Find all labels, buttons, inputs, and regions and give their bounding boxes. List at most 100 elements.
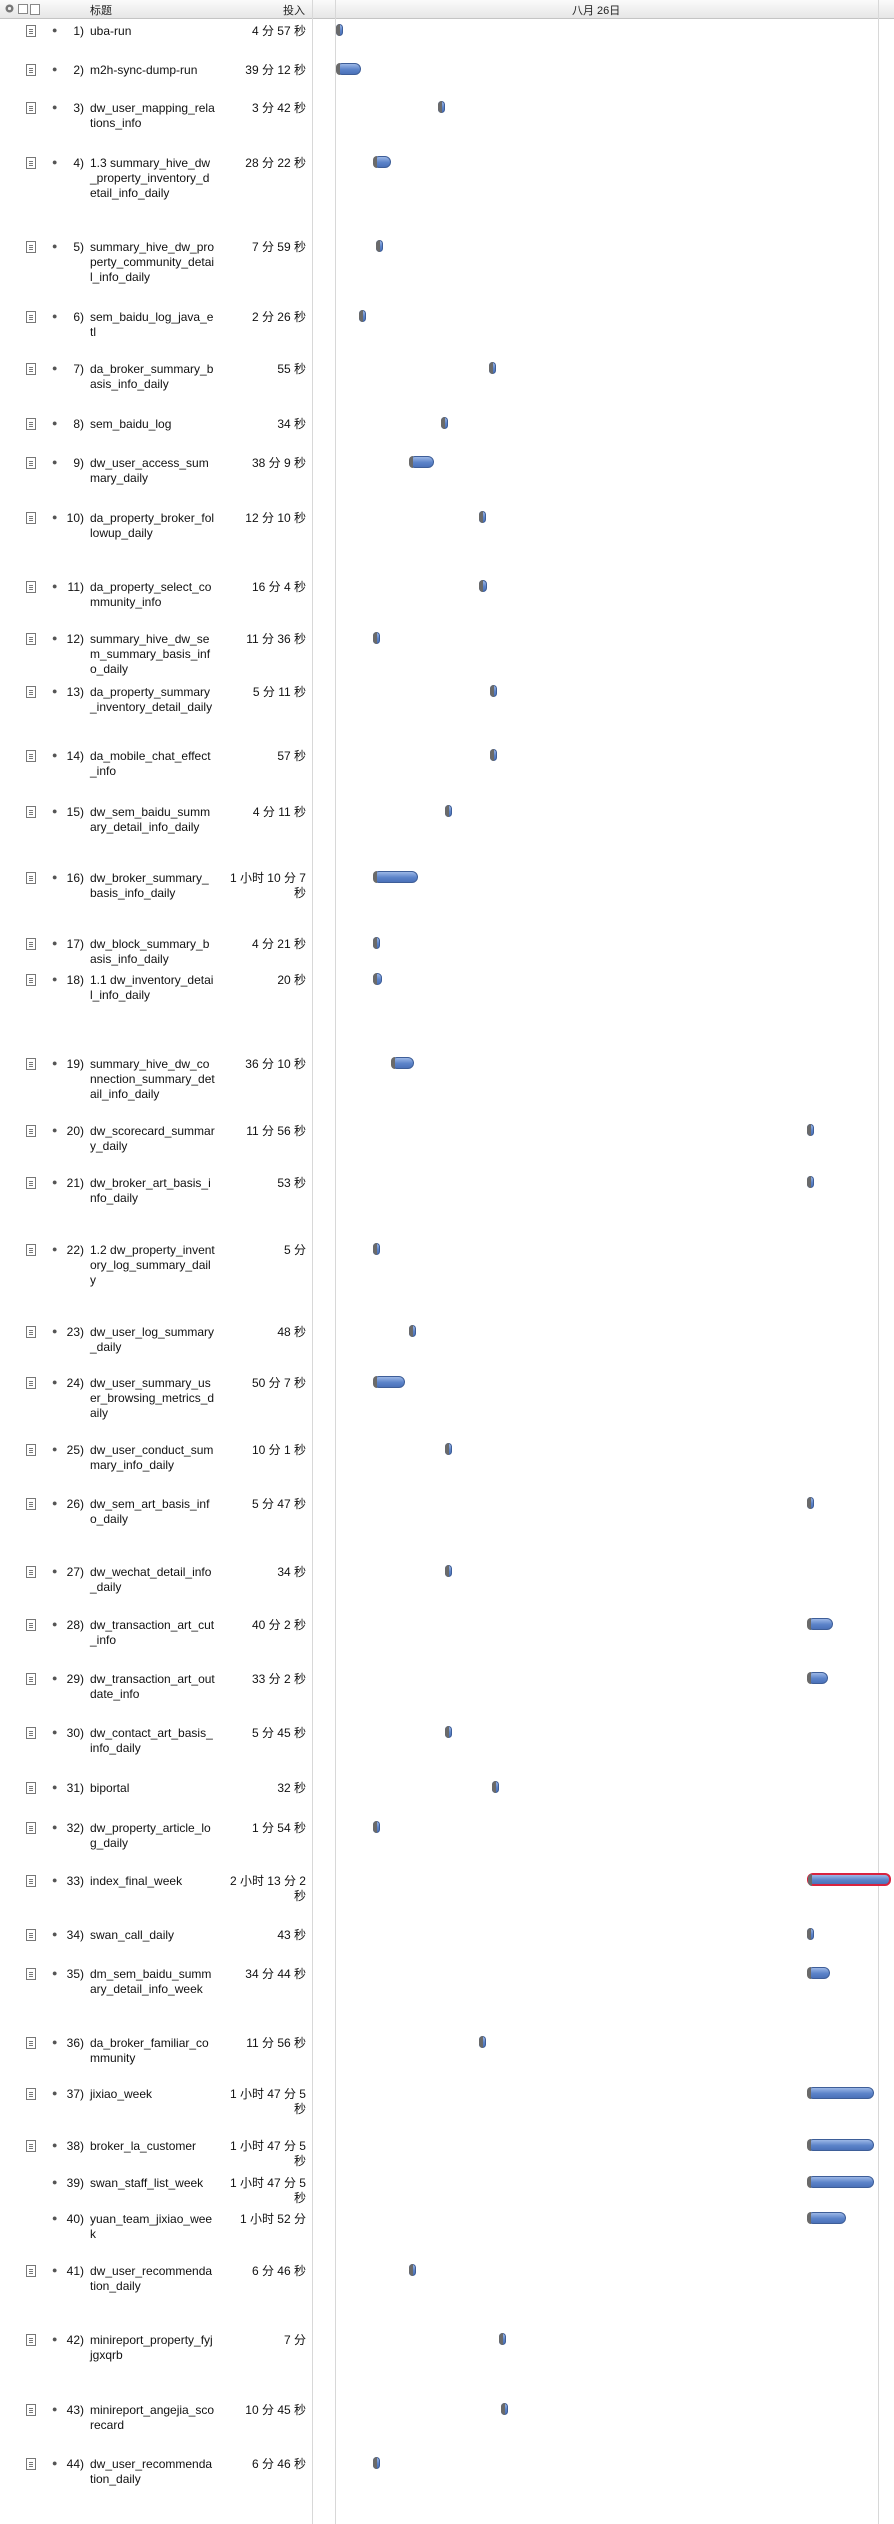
task-title[interactable]: dw_contact_art_basis_info_daily [90,1726,213,1755]
note-icon[interactable] [26,457,36,469]
task-effort[interactable]: 11 分 36 秒 [246,632,306,646]
gantt-bar[interactable] [409,1325,417,1337]
gantt-bar[interactable] [807,2087,875,2099]
task-title[interactable]: yuan_team_jixiao_week [90,2212,213,2241]
note-icon[interactable] [26,25,36,37]
task-title[interactable]: dw_wechat_detail_info_daily [90,1565,212,1594]
gantt-bar[interactable] [373,871,419,883]
task-title[interactable]: index_final_week [90,1874,183,1888]
note-icon[interactable] [26,2404,36,2416]
gantt-bar[interactable] [375,240,383,252]
row-bullet-icon[interactable]: ● [52,1244,58,1254]
gantt-bar[interactable] [437,101,445,113]
task-effort[interactable]: 34 秒 [277,417,306,431]
row-bullet-icon[interactable]: ● [52,512,58,522]
task-title[interactable]: sem_baidu_log_java_etl [90,310,214,339]
row-bullet-icon[interactable]: ● [52,1125,58,1135]
note-icon[interactable] [26,806,36,818]
task-effort[interactable]: 5 分 [283,1243,306,1257]
note-icon[interactable] [26,633,36,645]
task-effort[interactable]: 28 分 22 秒 [245,156,306,170]
task-effort[interactable]: 16 分 4 秒 [251,580,306,594]
task-effort[interactable]: 55 秒 [277,362,306,376]
row-bullet-icon[interactable]: ● [52,1673,58,1683]
task-effort[interactable]: 2 分 26 秒 [251,310,306,324]
row-bullet-icon[interactable]: ● [52,1326,58,1336]
task-title[interactable]: dw_user_recommendation_daily [90,2264,213,2293]
task-effort[interactable]: 6 分 46 秒 [251,2264,306,2278]
task-effort[interactable]: 34 分 44 秒 [245,1967,306,1981]
task-effort[interactable]: 1 小时 52 分 [239,2212,306,2226]
task-effort[interactable]: 5 分 47 秒 [251,1497,306,1511]
task-effort[interactable]: 1 小时 10 分 7 秒 [229,871,306,900]
task-effort[interactable]: 20 秒 [277,973,306,987]
note-icon[interactable] [26,512,36,524]
task-title[interactable]: dw_user_log_summary_daily [90,1325,215,1354]
gantt-bar[interactable] [409,2264,417,2276]
task-title[interactable]: summary_hive_dw_connection_summary_detai… [90,1057,215,1101]
gantt-bar[interactable] [488,362,496,374]
task-effort[interactable]: 36 分 10 秒 [245,1057,306,1071]
gantt-bar[interactable] [373,1376,406,1388]
task-title[interactable]: dw_user_access_summary_daily [90,456,209,485]
task-title[interactable]: 1.2 dw_property_inventory_log_summary_da… [90,1243,215,1287]
task-effort[interactable]: 1 小时 47 分 5 秒 [229,2139,306,2168]
task-effort[interactable]: 1 小时 47 分 5 秒 [229,2176,306,2205]
row-bullet-icon[interactable]: ● [52,311,58,321]
task-title[interactable]: summary_hive_dw_property_community_detai… [90,240,215,284]
gantt-bar[interactable] [807,2212,846,2224]
task-title[interactable]: dw_block_summary_basis_info_daily [90,937,210,966]
gantt-bar[interactable] [358,310,366,322]
task-title[interactable]: summary_hive_dw_sem_summary_basis_info_d… [90,632,211,676]
note-icon[interactable] [26,938,36,950]
task-title[interactable]: swan_staff_list_week [90,2176,204,2190]
note-icon[interactable] [26,750,36,762]
note-icon[interactable] [26,1444,36,1456]
row-bullet-icon[interactable]: ● [52,363,58,373]
gantt-bar[interactable] [807,1928,815,1940]
task-title[interactable]: dw_user_conduct_summary_info_daily [90,1443,214,1472]
note-icon[interactable] [26,1968,36,1980]
note-icon[interactable] [26,241,36,253]
note-icon[interactable] [26,1498,36,1510]
note-icon[interactable] [26,157,36,169]
task-effort[interactable]: 5 分 45 秒 [251,1726,306,1740]
task-effort[interactable]: 10 分 45 秒 [245,2403,306,2417]
task-title[interactable]: dw_user_mapping_relations_info [90,101,215,130]
gantt-bar[interactable] [807,2139,875,2151]
row-bullet-icon[interactable]: ● [52,806,58,816]
row-bullet-icon[interactable]: ● [52,1177,58,1187]
row-bullet-icon[interactable]: ● [52,1619,58,1629]
gantt-bar[interactable] [478,580,488,592]
task-title[interactable]: dw_sem_art_basis_info_daily [90,1497,210,1526]
row-bullet-icon[interactable]: ● [52,1968,58,1978]
task-effort[interactable]: 39 分 12 秒 [245,63,306,77]
task-effort[interactable]: 48 秒 [277,1325,306,1339]
task-effort[interactable]: 1 小时 47 分 5 秒 [229,2087,306,2116]
task-effort[interactable]: 4 分 57 秒 [251,24,306,38]
gantt-bar[interactable] [409,456,434,468]
task-effort[interactable]: 33 分 2 秒 [251,1672,306,1686]
task-title[interactable]: sem_baidu_log [90,417,172,431]
row-bullet-icon[interactable]: ● [52,872,58,882]
gantt-bar[interactable] [807,1672,829,1684]
task-title[interactable]: jixiao_week [90,2087,153,2101]
task-title[interactable]: da_mobile_chat_effect_info [90,749,211,778]
gantt-bar[interactable] [807,1873,892,1886]
title-column-header[interactable]: 标题 [90,5,112,17]
note-icon[interactable] [26,581,36,593]
task-effort[interactable]: 5 分 11 秒 [252,685,306,699]
task-title[interactable]: da_broker_summary_basis_info_daily [90,362,214,391]
gantt-bar[interactable] [373,2457,381,2469]
note-icon[interactable] [26,974,36,986]
gantt-bar[interactable] [807,1967,830,1979]
task-title[interactable]: dw_transaction_art_outdate_info [90,1672,215,1701]
note-icon[interactable] [26,418,36,430]
row-bullet-icon[interactable]: ● [52,686,58,696]
row-bullet-icon[interactable]: ● [52,1875,58,1885]
task-title[interactable]: m2h-sync-dump-run [90,63,198,77]
note-icon[interactable] [26,2334,36,2346]
task-title[interactable]: dw_user_summary_user_browsing_metrics_da… [90,1376,215,1420]
gantt-bar[interactable] [807,1124,815,1136]
gantt-bar[interactable] [444,1443,452,1455]
